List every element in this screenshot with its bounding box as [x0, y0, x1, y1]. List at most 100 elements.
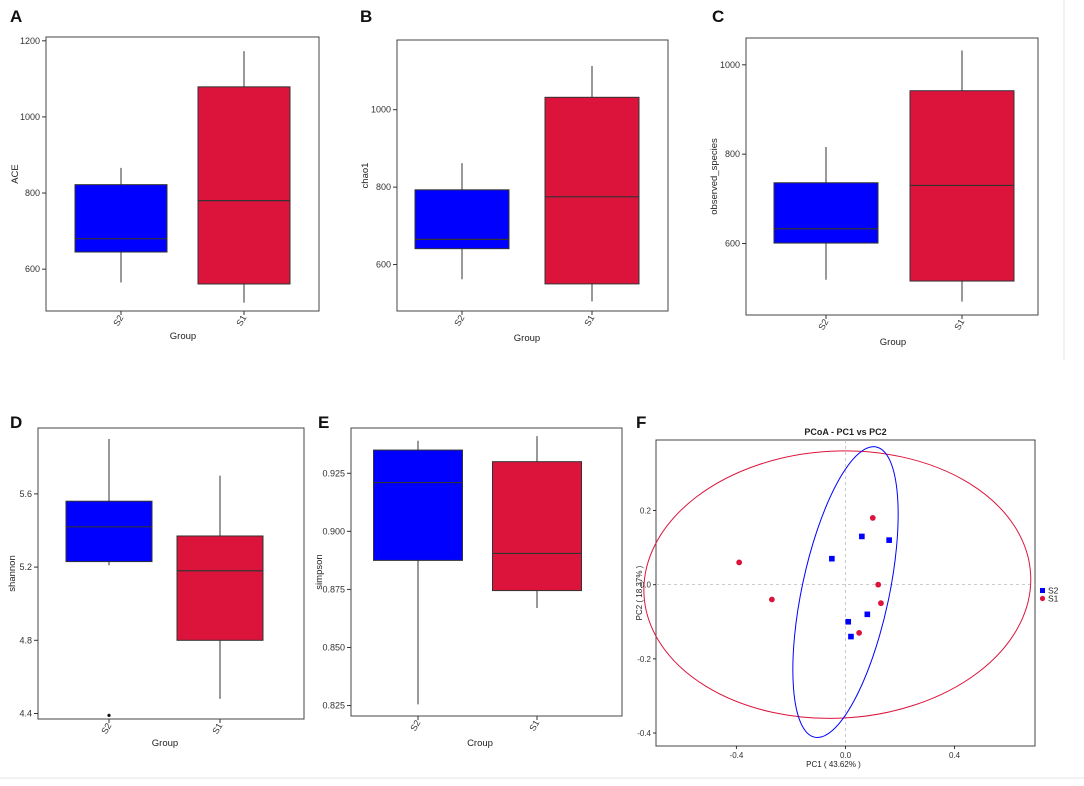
y-tick-label: 600 [25, 264, 40, 274]
x-tick-label: S1 [210, 721, 224, 736]
y-tick-label: 1000 [20, 112, 40, 122]
y-tick-label: -0.4 [637, 729, 651, 738]
x-axis-label: Croup [467, 738, 493, 749]
panel-label: A [10, 7, 22, 26]
x-axis-label: Group [880, 337, 906, 348]
y-tick-label: 5.6 [19, 489, 32, 499]
box-s1 [176, 475, 264, 699]
x-tick-label: S1 [952, 317, 966, 332]
x-axis-label: Group [152, 738, 178, 749]
y-tick-label: 0.825 [322, 701, 345, 711]
panel-e: E 0.825 0.850 0.875 0.900 0.925 S2 S1 Croup simps… [314, 413, 623, 749]
panel-label: B [360, 7, 372, 26]
point-s2 [848, 633, 854, 640]
y-axis-label: observed_species [709, 138, 720, 215]
panel-label: E [318, 413, 329, 432]
x-axis-label: Group [170, 331, 196, 342]
point-s2 [829, 555, 835, 562]
y-axis-label: ACE [10, 164, 21, 184]
box-s2 [414, 163, 510, 280]
box-s1 [909, 50, 1015, 302]
iqr-box [176, 535, 264, 641]
point-s2 [886, 537, 892, 543]
plot-frame [45, 36, 320, 312]
outlier-point [107, 713, 111, 717]
confidence-ellipse-s2 [792, 446, 899, 738]
point-s1 [768, 596, 775, 603]
panel-label: D [10, 413, 22, 432]
panel-d: D 4.4 4.8 5.2 5.6 S2 S1 Group shannon [7, 413, 305, 749]
box-s1 [197, 51, 291, 303]
legend-label: S2 [1048, 586, 1059, 596]
panel-f: F PCoA - PC1 vs PC2 -0.4 0.0 0.4 -0.4 -0.2 0.0 0… [635, 413, 1059, 769]
iqr-box [492, 461, 582, 592]
y-tick-label: 4.4 [19, 709, 32, 719]
y-tick-label: 800 [25, 188, 40, 198]
point-s1 [856, 629, 863, 636]
iqr-box [65, 500, 153, 563]
iqr-box [773, 182, 879, 244]
y-tick-label: 1200 [20, 36, 40, 46]
iqr-box [373, 449, 463, 561]
panel-label: F [636, 413, 646, 432]
panel-a: A 600 800 1000 1200 S2 S1 Group ACE [10, 7, 320, 342]
y-tick-label: 0.875 [322, 584, 345, 594]
y-tick-label: 1000 [371, 105, 391, 115]
x-tick-label: S1 [527, 718, 541, 733]
plot-frame [396, 39, 669, 312]
box-s1 [492, 436, 582, 608]
box-s2 [773, 147, 879, 280]
y-axis-label: chao1 [360, 163, 371, 189]
y-tick-label: -0.2 [637, 655, 651, 664]
y-tick-label: 600 [376, 260, 391, 270]
iqr-box [197, 86, 291, 285]
x-axis-label: PC1 ( 43.62% ) [806, 760, 861, 769]
legend-marker-s1 [1039, 595, 1046, 602]
y-axis-label: simpson [314, 554, 325, 589]
x-tick-label: -0.4 [730, 751, 744, 760]
y-tick-label: 0.2 [640, 506, 652, 515]
point-s2 [864, 611, 871, 618]
x-tick-label: S1 [582, 313, 596, 328]
legend-label: S1 [1048, 594, 1059, 604]
x-tick-label: S2 [99, 721, 113, 736]
x-tick-label: S1 [234, 313, 248, 328]
confidence-ellipse-s1 [643, 450, 1032, 719]
y-tick-label: 0.900 [322, 526, 345, 536]
point-s1 [869, 514, 876, 521]
y-axis-label: PC2 ( 18.37% ) [635, 565, 644, 620]
x-axis-label: Group [514, 333, 540, 344]
x-tick-label: S2 [452, 313, 466, 328]
y-axis-label: shannon [7, 555, 18, 591]
point-s1 [878, 600, 884, 607]
panel-c: C 600 800 1000 S2 S1 Group observed_species [709, 7, 1039, 348]
y-tick-label: 4.8 [19, 635, 32, 645]
y-tick-label: 0.925 [322, 468, 345, 478]
point-s1 [736, 559, 743, 566]
point-s1 [875, 581, 882, 588]
x-tick-label: S2 [816, 317, 830, 332]
box-s2 [65, 438, 153, 717]
box-s2 [74, 167, 168, 283]
panel-label: C [712, 7, 724, 26]
x-tick-label: 0.4 [949, 751, 961, 760]
x-tick-label: S2 [111, 313, 125, 328]
box-s2 [373, 440, 463, 705]
y-tick-label: 800 [725, 149, 740, 159]
y-tick-label: 800 [376, 182, 391, 192]
plot-frame [745, 37, 1039, 316]
panel-b: B 600 800 1000 S2 S1 Group chao1 [360, 7, 669, 344]
iqr-box [544, 96, 640, 285]
legend-marker-s2 [1040, 588, 1045, 593]
chart-title: PCoA - PC1 vs PC2 [804, 427, 886, 437]
x-tick-label: S2 [408, 718, 422, 733]
iqr-box [74, 184, 168, 253]
y-tick-label: 5.2 [19, 562, 32, 572]
plot-frame [350, 427, 623, 717]
point-s2 [845, 618, 852, 625]
box-s1 [544, 65, 640, 302]
y-tick-label: 1000 [720, 60, 740, 70]
